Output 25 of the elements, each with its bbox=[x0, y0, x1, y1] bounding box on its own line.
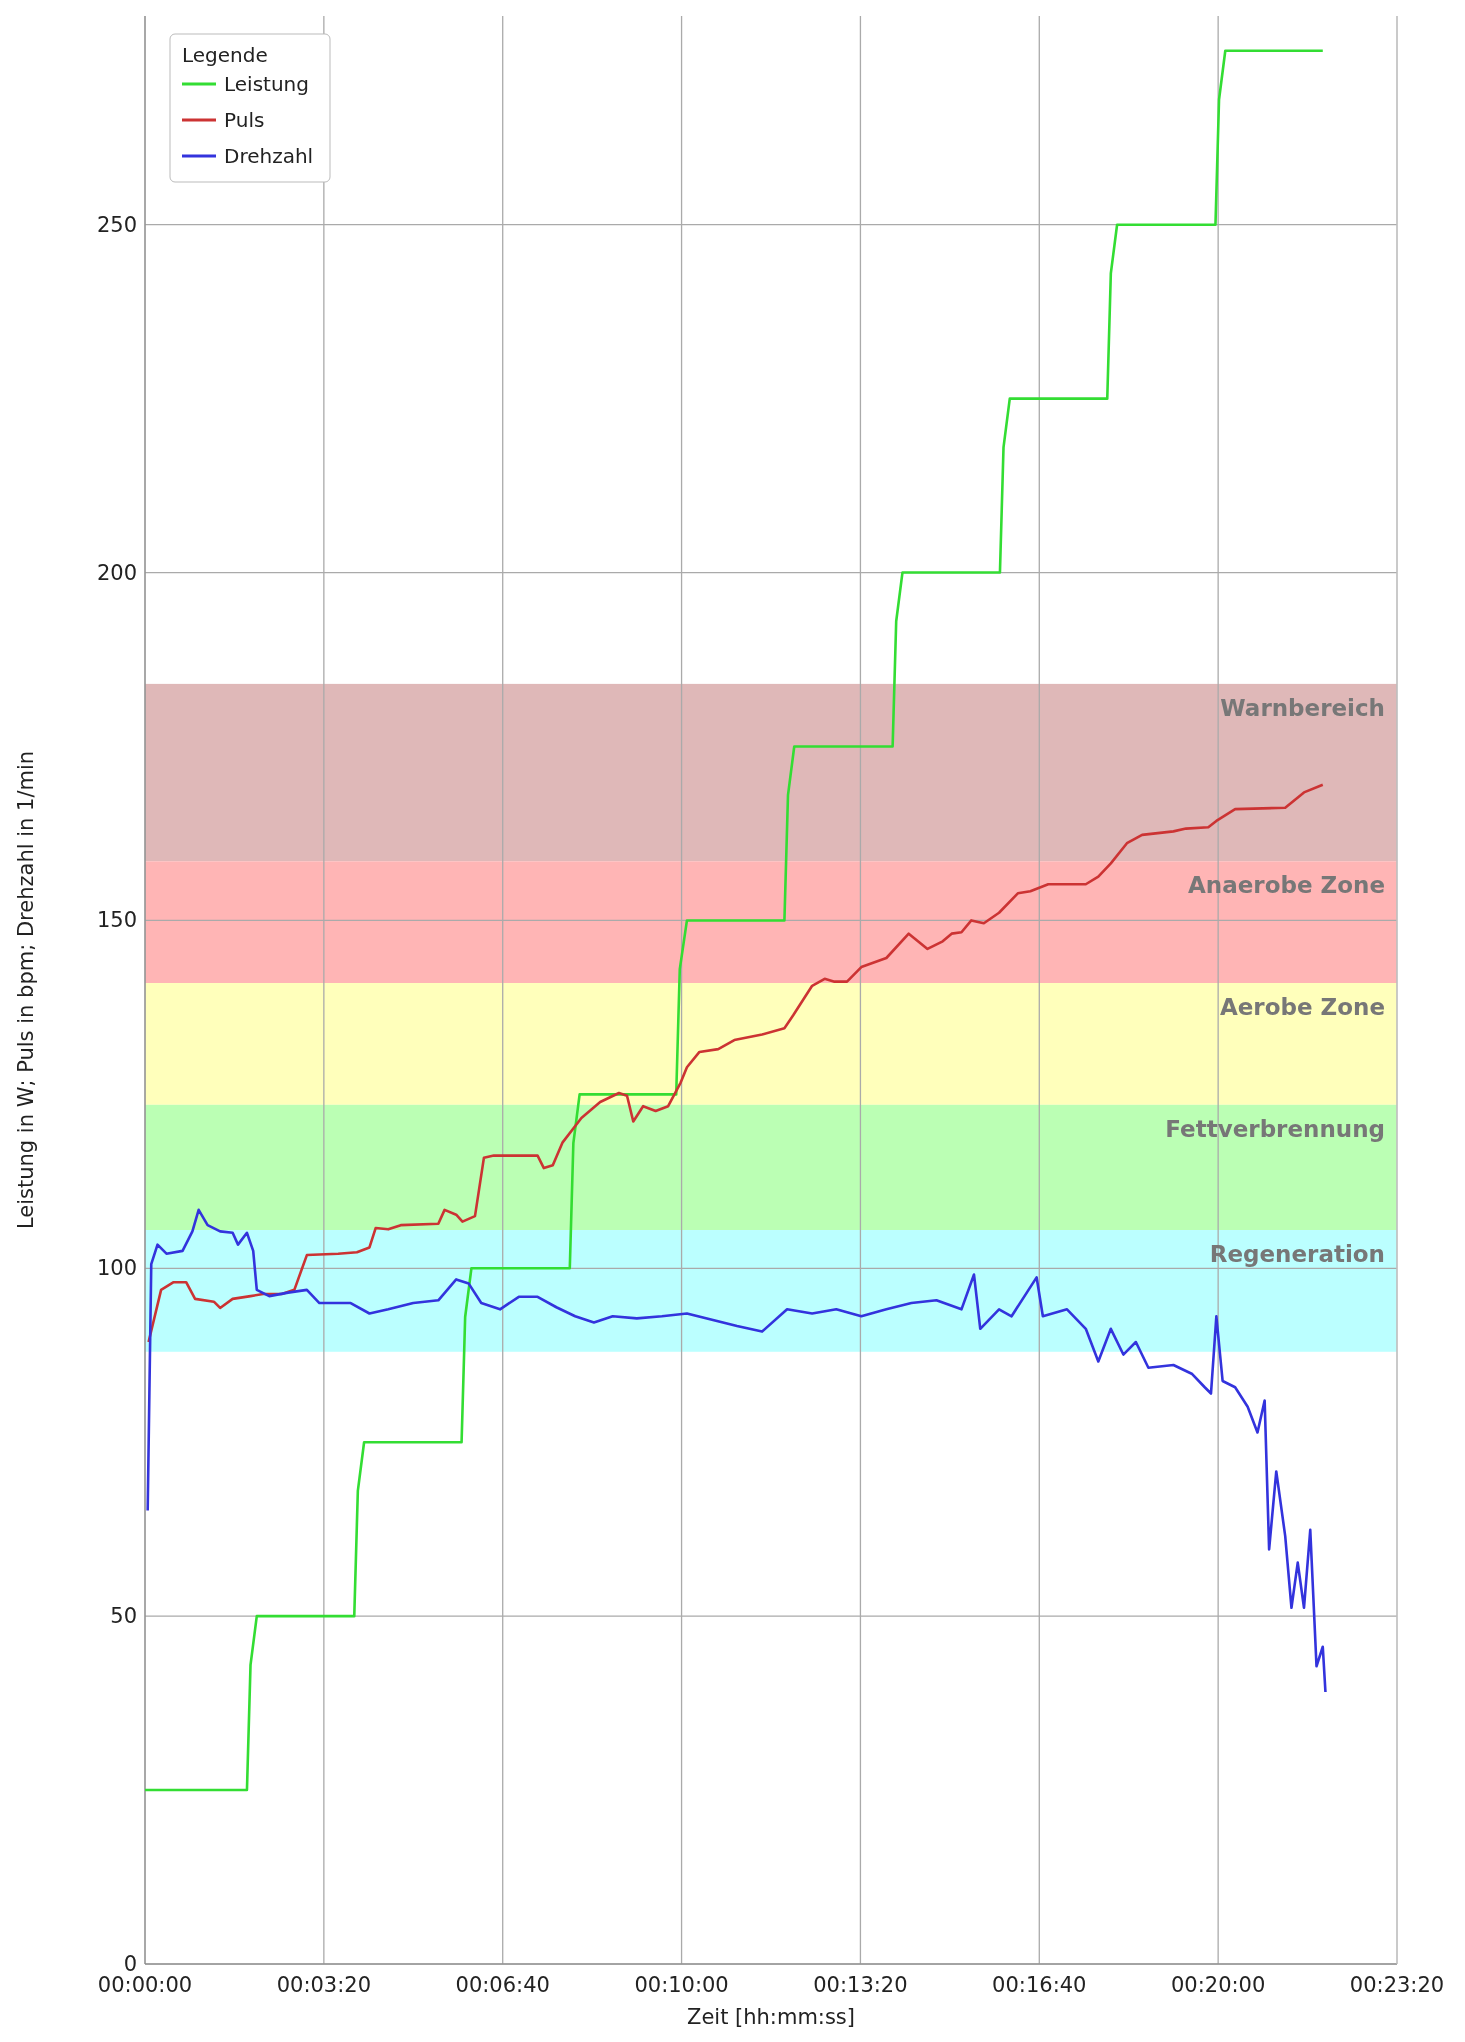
x-tick-label: 00:10:00 bbox=[634, 1973, 729, 1997]
y-axis-title: Leistung in W; Puls in bpm; Drehzahl in 1/min bbox=[14, 750, 38, 1230]
y-tick-label: 100 bbox=[96, 1256, 137, 1281]
x-axis-title: Zeit [hh:mm:ss] bbox=[687, 2005, 855, 2029]
x-tick-label: 00:00:00 bbox=[97, 1973, 193, 1997]
x-tick-label: 00:03:20 bbox=[276, 1973, 372, 1997]
legend-label: Drehzahl bbox=[224, 144, 314, 168]
x-tick-label: 00:13:20 bbox=[813, 1973, 908, 1997]
legend-label: Leistung bbox=[224, 72, 309, 96]
band-label: Anaerobe Zone bbox=[1188, 872, 1385, 899]
y-tick-label: 0 bbox=[123, 1952, 137, 1976]
x-tick-label: 00:06:40 bbox=[455, 1973, 550, 1997]
band-label: Regeneration bbox=[1209, 1241, 1385, 1268]
y-tick-label: 150 bbox=[96, 908, 137, 933]
y-tick-label: 50 bbox=[110, 1604, 137, 1629]
x-tick-label: 00:16:40 bbox=[992, 1973, 1087, 1997]
band-label: Aerobe Zone bbox=[1219, 994, 1385, 1021]
legend-title: Legende bbox=[182, 43, 268, 67]
band-label: Warnbereich bbox=[1220, 694, 1385, 721]
y-tick-label: 250 bbox=[96, 212, 137, 237]
x-tick-label: 00:23:20 bbox=[1349, 1973, 1445, 1997]
y-tick-label: 200 bbox=[96, 560, 137, 585]
x-tick-label: 00:20:00 bbox=[1170, 1973, 1266, 1997]
band-label: Fettverbrennung bbox=[1165, 1115, 1385, 1142]
legend-label: Puls bbox=[224, 108, 265, 132]
